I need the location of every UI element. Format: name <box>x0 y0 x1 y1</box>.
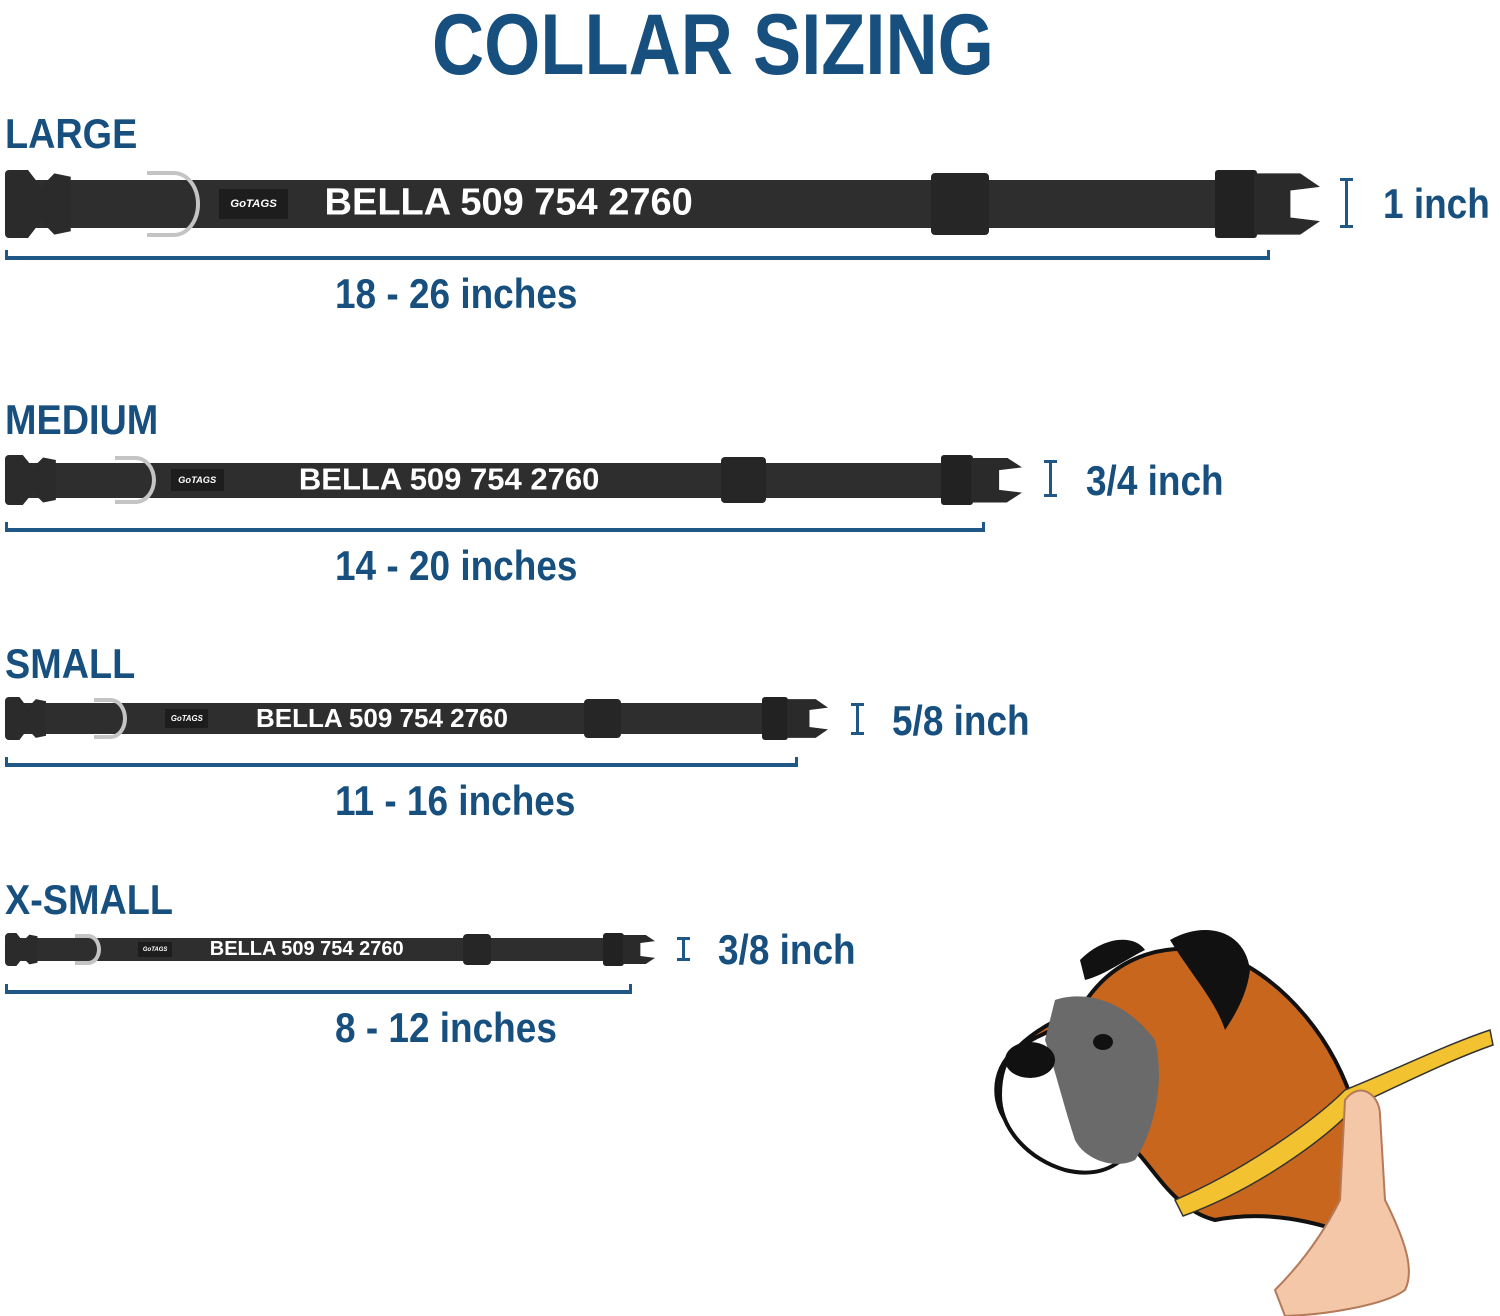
width-indicator <box>677 937 690 961</box>
length-line-x-small <box>5 984 632 994</box>
collar-name-text: BELLA 509 754 2760 <box>209 937 404 960</box>
strap-keeper <box>584 698 621 739</box>
dog-ear-right <box>1170 930 1250 1030</box>
collar-name-text: BELLA 509 754 2760 <box>298 461 600 497</box>
length-line-small <box>5 757 798 767</box>
strap-keeper <box>930 172 989 236</box>
buckle-male-end <box>762 697 789 740</box>
range-text-small: 11 - 16 inches <box>335 777 576 824</box>
gotags-logo: GoTAGS <box>138 942 173 957</box>
collar-small: GoTAGS BELLA 509 754 2760 <box>5 697 828 740</box>
d-ring-icon <box>147 171 200 237</box>
length-line-medium <box>5 522 985 532</box>
buckle-prong <box>1254 173 1320 235</box>
width-indicator <box>851 703 864 735</box>
collar-name-text: BELLA 509 754 2760 <box>256 702 508 733</box>
gotags-logo: GoTAGS <box>165 709 209 728</box>
logo-text: GoTAGS <box>178 475 217 485</box>
dog-nose <box>1005 1042 1055 1078</box>
buckle-male-end <box>940 455 974 505</box>
measuring-tape <box>1173 1029 1494 1217</box>
width-text-small: 5/8 inch <box>892 697 1030 744</box>
buckle-prong <box>622 934 655 965</box>
d-ring-icon <box>75 933 102 966</box>
length-line-large <box>5 250 1270 260</box>
size-label-x-small: X-SMALL <box>5 876 173 923</box>
buckle-prong <box>971 457 1022 503</box>
size-label-small: SMALL <box>5 640 136 687</box>
strap-keeper <box>462 934 492 965</box>
hand <box>1273 1089 1410 1316</box>
page-title: COLLAR SIZING <box>432 0 994 93</box>
collar-name-text: BELLA 509 754 2760 <box>324 181 693 224</box>
d-ring-icon <box>93 697 127 740</box>
dog-ear-left <box>1080 939 1145 980</box>
logo-text: GoTAGS <box>170 714 203 723</box>
width-text-x-small: 3/8 inch <box>718 926 856 973</box>
gotags-logo: GoTAGS <box>219 189 288 219</box>
size-label-medium: MEDIUM <box>5 396 159 443</box>
strap-keeper <box>720 457 766 503</box>
range-text-large: 18 - 26 inches <box>335 270 578 317</box>
width-indicator <box>1340 178 1353 228</box>
collar-strap <box>21 703 771 734</box>
dog-mask <box>1045 996 1159 1164</box>
dog-eye <box>1093 1034 1113 1050</box>
width-text-medium: 3/4 inch <box>1086 457 1224 504</box>
logo-text: GoTAGS <box>142 946 168 953</box>
gotags-logo: GoTAGS <box>170 469 224 491</box>
d-ring-icon <box>114 456 156 504</box>
size-label-large: LARGE <box>5 110 138 157</box>
buckle-male-end <box>1214 170 1257 238</box>
collar-x-small: GoTAGS BELLA 509 754 2760 <box>5 933 655 966</box>
buckle-male-end <box>603 933 624 966</box>
range-text-x-small: 8 - 12 inches <box>335 1004 557 1051</box>
buckle-prong <box>786 699 828 738</box>
width-text-large: 1 inch <box>1383 180 1490 227</box>
logo-text: GoTAGS <box>230 198 277 210</box>
collar-medium: GoTAGS BELLA 509 754 2760 <box>5 455 1022 505</box>
width-indicator <box>1044 460 1057 497</box>
range-text-medium: 14 - 20 inches <box>335 542 578 589</box>
collar-large: GoTAGS BELLA 509 754 2760 <box>5 170 1320 238</box>
boxer-dog-illustration <box>994 930 1494 1316</box>
